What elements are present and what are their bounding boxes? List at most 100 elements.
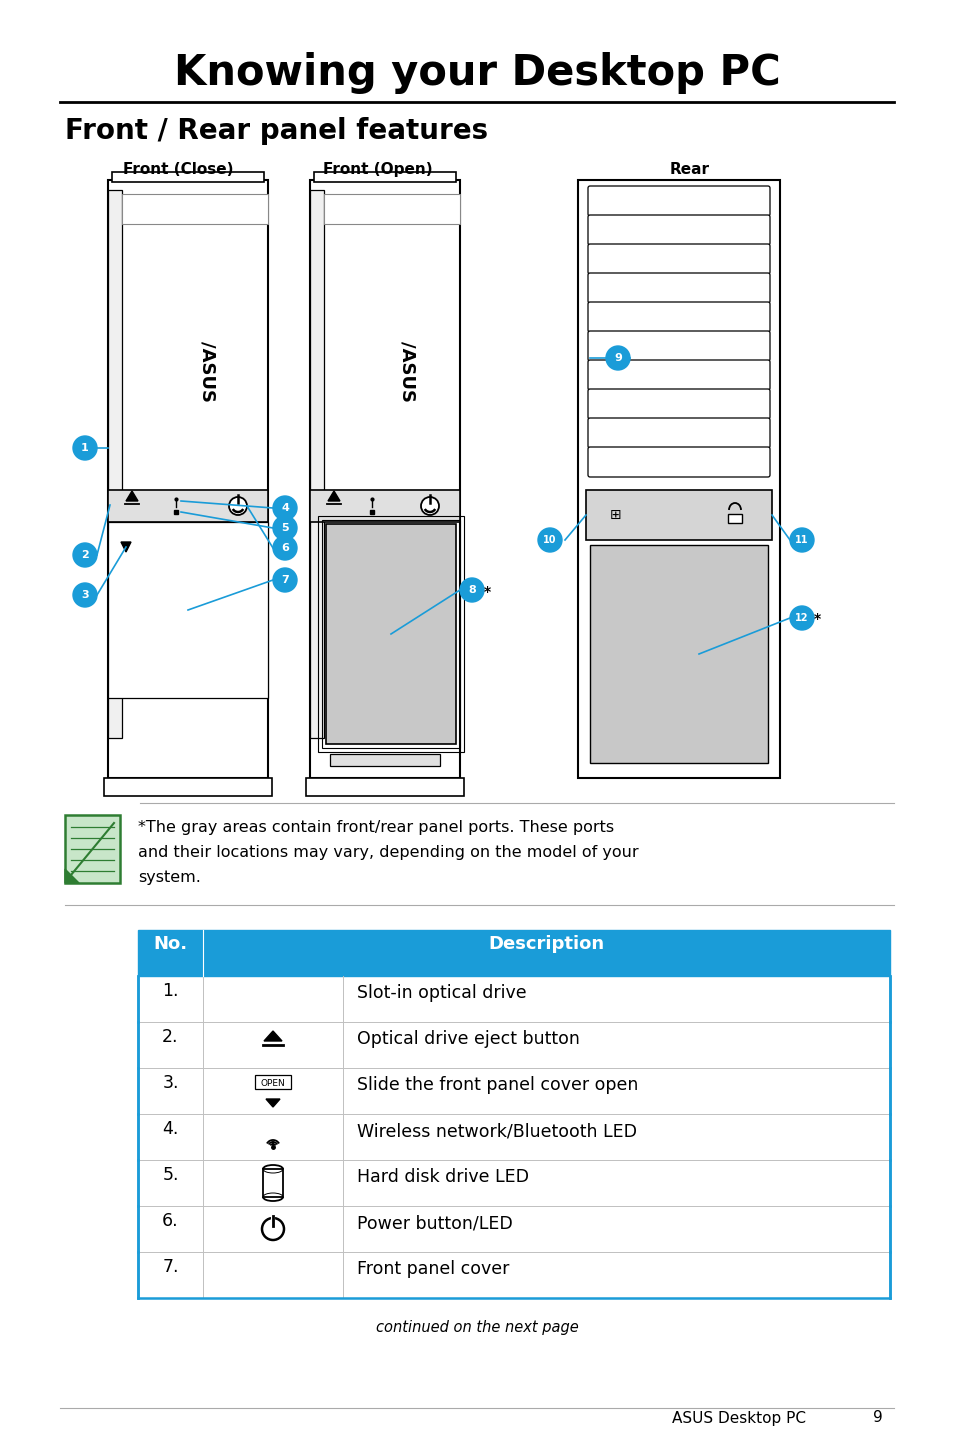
Bar [310,490,459,522]
Bar [306,778,463,797]
Text: Hard disk drive LED: Hard disk drive LED [356,1168,529,1186]
Polygon shape [264,1031,282,1041]
Circle shape [789,528,813,552]
Circle shape [420,498,438,515]
Text: 9: 9 [872,1411,882,1425]
Circle shape [73,436,97,460]
Text: 3: 3 [81,590,89,600]
Text: 2: 2 [81,549,89,559]
Circle shape [273,536,296,559]
Bar [108,190,122,738]
Circle shape [73,582,97,607]
Circle shape [789,605,813,630]
Polygon shape [121,542,131,552]
Bar [138,1252,889,1299]
Text: 10: 10 [542,535,557,545]
Text: system.: system. [138,870,201,884]
Text: Slot-in optical drive: Slot-in optical drive [356,984,526,1002]
Text: ASUS Desktop PC: ASUS Desktop PC [671,1411,805,1425]
Bar [138,1022,889,1068]
Bar [138,1206,889,1252]
Text: continued on the next page: continued on the next page [375,1320,578,1334]
FancyBboxPatch shape [587,360,769,390]
FancyBboxPatch shape [587,447,769,477]
Text: /ASUS: /ASUS [198,341,216,401]
Circle shape [605,347,629,370]
FancyBboxPatch shape [587,216,769,244]
Text: 7: 7 [281,575,289,585]
Bar [585,490,771,541]
Bar [326,523,456,743]
Text: 12: 12 [795,613,808,623]
FancyBboxPatch shape [587,390,769,418]
Text: Front (Close): Front (Close) [123,162,233,177]
Text: 4.: 4. [162,1120,178,1137]
Bar [322,521,459,748]
Bar [108,522,268,697]
Circle shape [273,496,296,521]
Polygon shape [65,869,79,883]
FancyBboxPatch shape [587,302,769,332]
Text: Rear: Rear [669,162,709,177]
Text: OPEN: OPEN [260,1078,285,1087]
Bar [65,815,120,883]
Text: 3.: 3. [162,1074,178,1091]
Circle shape [459,578,483,603]
Bar [138,1068,889,1114]
Text: 5.: 5. [162,1166,178,1183]
Bar [138,930,889,976]
Text: Slide the front panel cover open: Slide the front panel cover open [356,1076,638,1094]
Text: 11: 11 [795,535,808,545]
Bar [108,490,268,522]
Bar [317,516,463,752]
Bar [122,194,268,224]
Bar [138,1160,889,1206]
Text: Front (Open): Front (Open) [323,162,433,177]
Text: ⊞: ⊞ [610,508,621,522]
Text: 4: 4 [281,503,289,513]
Bar [589,545,767,764]
Bar [314,173,456,183]
FancyBboxPatch shape [587,418,769,449]
Polygon shape [328,490,339,500]
Circle shape [273,568,296,592]
Bar [138,1114,889,1160]
Text: Wireless network/Bluetooth LED: Wireless network/Bluetooth LED [356,1122,637,1140]
Bar [578,180,780,778]
Bar [138,976,889,1022]
Bar [310,180,459,778]
Text: *: * [813,613,821,626]
Circle shape [537,528,561,552]
Bar [310,190,324,738]
Circle shape [229,498,247,515]
Text: Knowing your Desktop PC: Knowing your Desktop PC [173,52,780,93]
Bar [108,180,268,778]
Polygon shape [266,1099,280,1107]
Text: and their locations may vary, depending on the model of your: and their locations may vary, depending … [138,846,638,860]
Text: 7.: 7. [162,1258,178,1276]
FancyBboxPatch shape [587,331,769,361]
Circle shape [273,516,296,541]
Bar [112,173,264,183]
Bar [324,194,459,224]
Text: Description: Description [488,935,604,953]
Bar [104,778,272,797]
Text: 1: 1 [81,443,89,453]
Text: Front panel cover: Front panel cover [356,1260,509,1278]
Text: *: * [483,585,491,600]
Text: Power button/LED: Power button/LED [356,1214,512,1232]
Text: Optical drive eject button: Optical drive eject button [356,1030,579,1048]
Text: 8: 8 [468,585,476,595]
Text: Front / Rear panel features: Front / Rear panel features [65,116,488,145]
Polygon shape [126,490,138,500]
Text: 6: 6 [281,544,289,554]
Text: *The gray areas contain front/rear panel ports. These ports: *The gray areas contain front/rear panel… [138,820,614,835]
Bar [330,754,439,766]
FancyBboxPatch shape [587,273,769,303]
Text: 2.: 2. [162,1028,178,1045]
Text: 9: 9 [614,352,621,362]
Bar [263,1169,283,1196]
FancyBboxPatch shape [587,186,769,216]
Circle shape [73,544,97,567]
FancyBboxPatch shape [587,244,769,275]
